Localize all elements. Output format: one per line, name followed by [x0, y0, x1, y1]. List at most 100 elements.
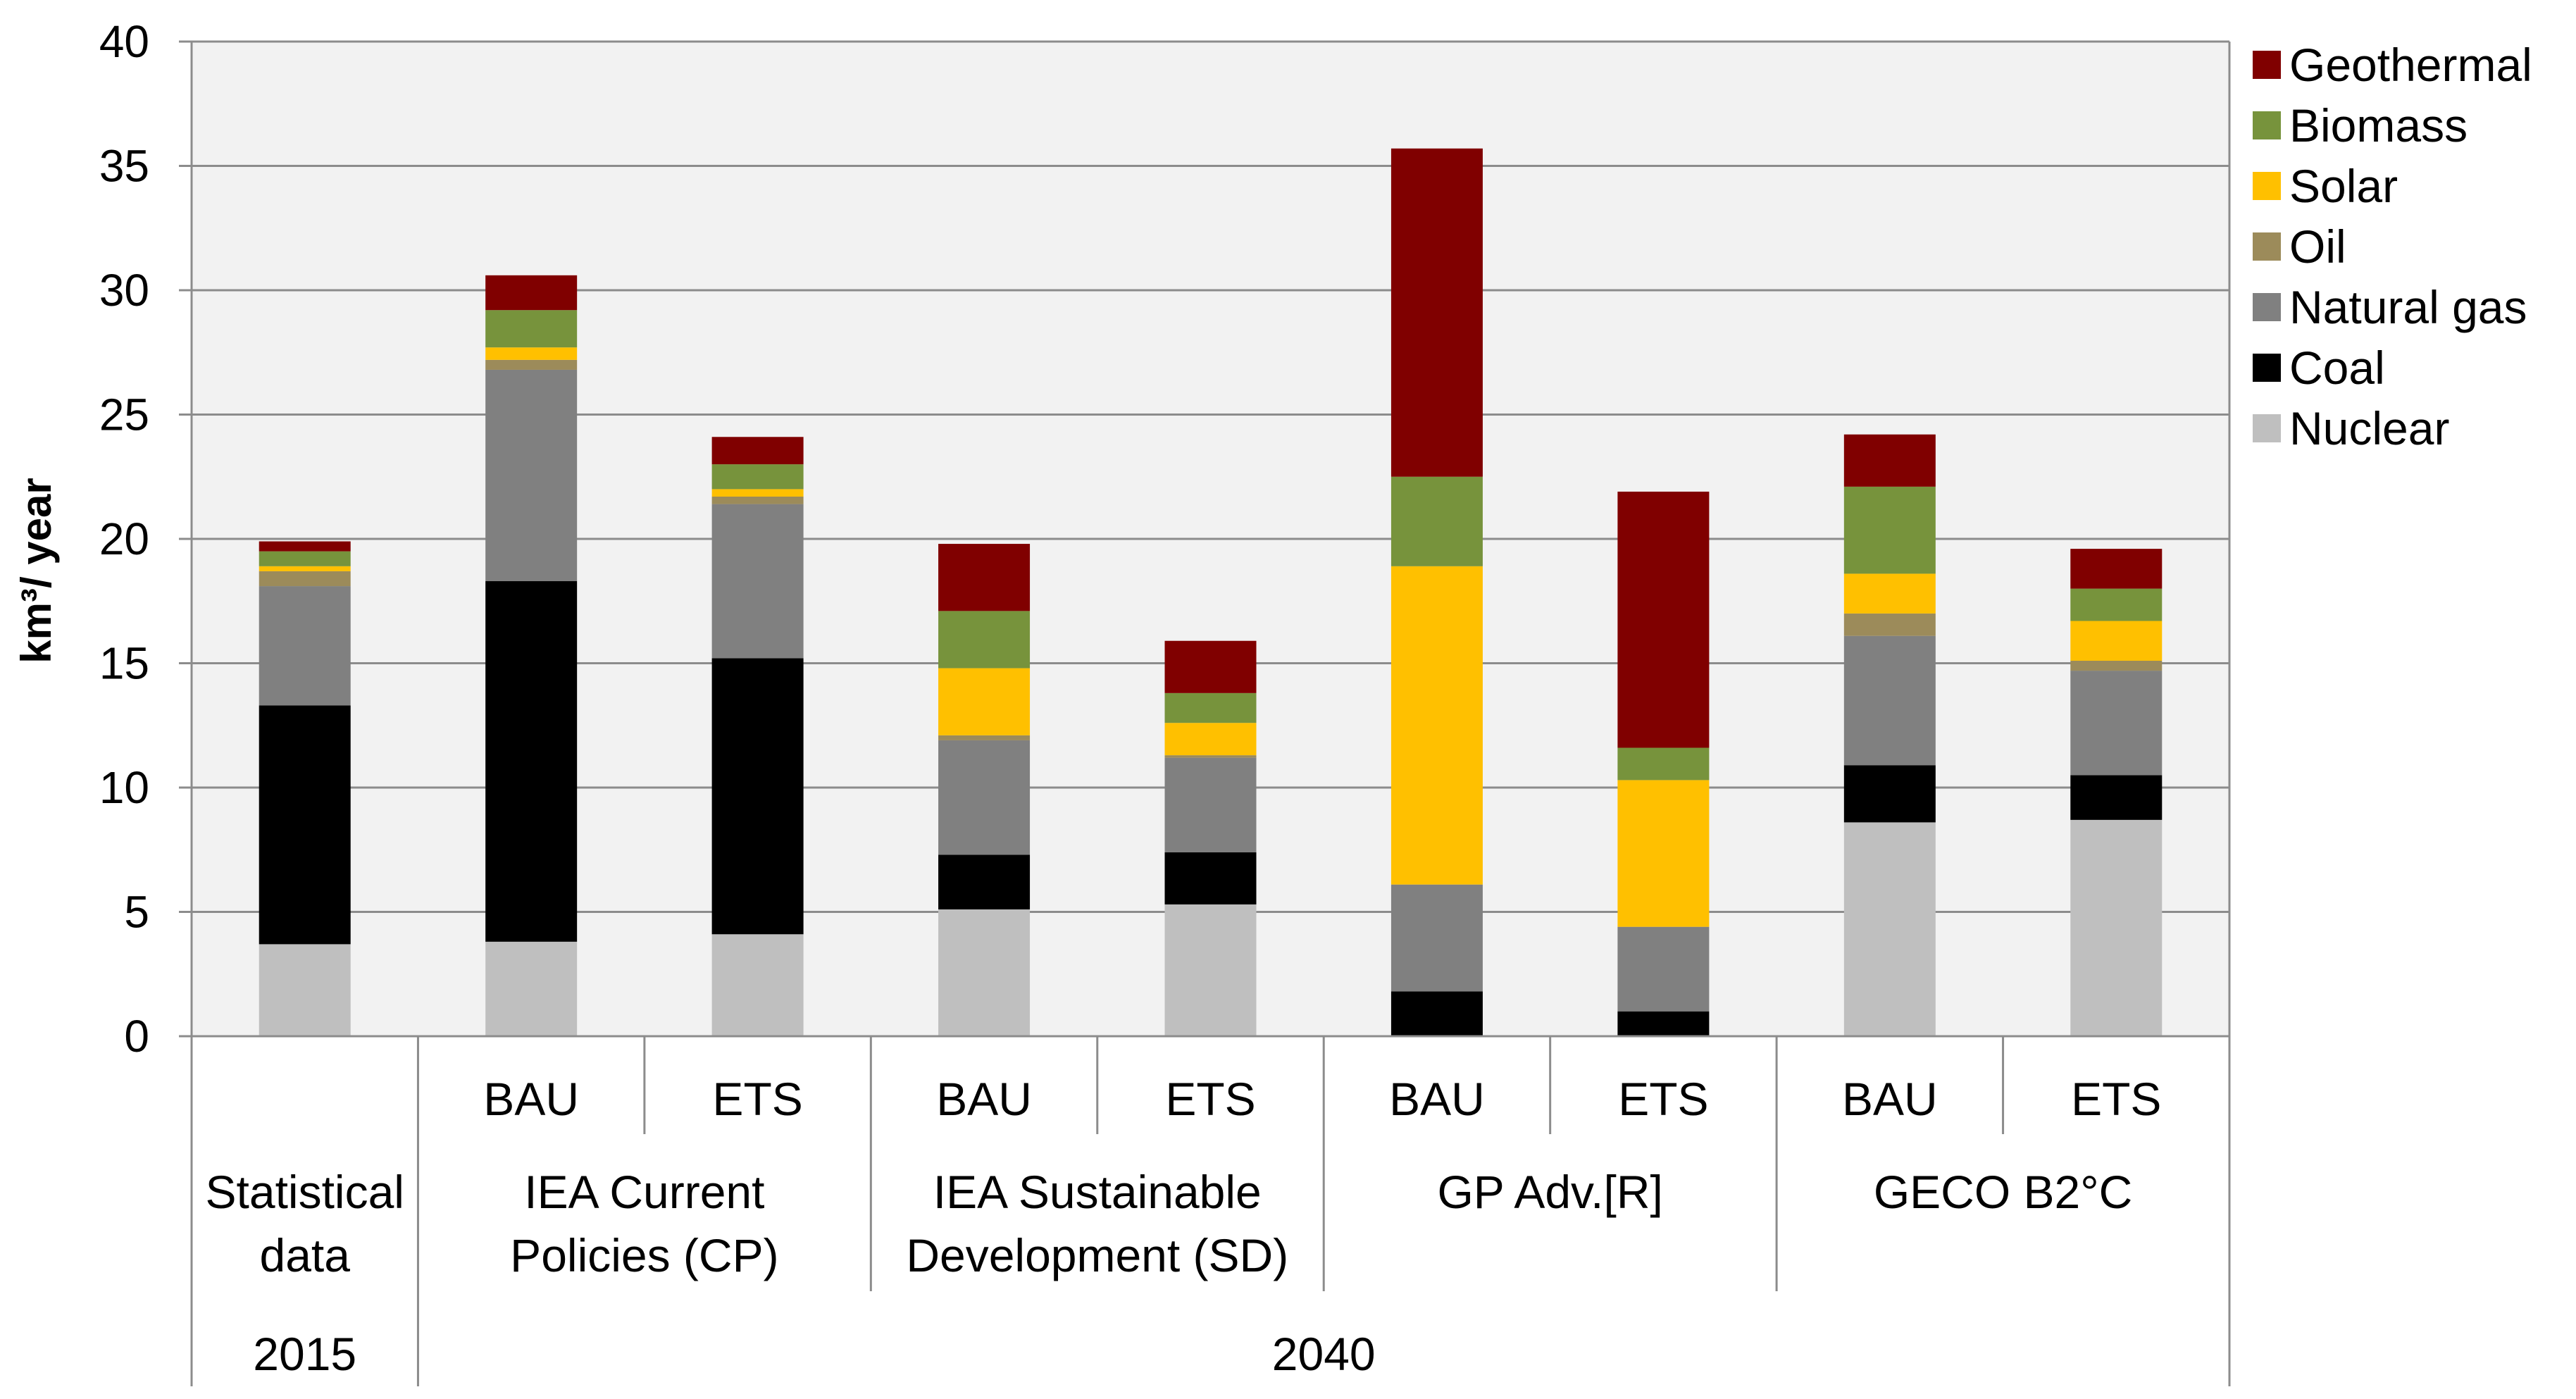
- bar-segment-oil: [1843, 613, 1936, 636]
- scenario-label: Development (SD): [906, 1229, 1288, 1281]
- bar-segment-geothermal: [938, 544, 1031, 611]
- bars: [259, 148, 2163, 1036]
- bar-segment-coal: [711, 658, 804, 935]
- legend-swatch: [2253, 293, 2281, 321]
- bar-segment-solar: [1390, 566, 1483, 885]
- y-tick-label: 35: [99, 141, 149, 192]
- bar-segment-biomass: [938, 611, 1031, 669]
- axes: [179, 40, 2231, 1386]
- bar-segment-biomass: [1617, 747, 1710, 781]
- bar-segment-biomass: [259, 551, 351, 566]
- scenario-label: IEA Sustainable: [933, 1166, 1262, 1218]
- bar-segment-natural-gas: [1164, 757, 1257, 852]
- bar-segment-oil: [485, 359, 578, 370]
- bar-segment-coal: [1843, 765, 1936, 823]
- case-label: ETS: [712, 1073, 802, 1125]
- legend-item-geothermal: Geothermal: [2253, 39, 2532, 91]
- bar-segment-natural-gas: [1843, 635, 1936, 766]
- legend-item-coal: Coal: [2253, 342, 2385, 394]
- bar-segment-biomass: [1843, 486, 1936, 574]
- bar-segment-solar: [938, 668, 1031, 735]
- y-tick-label: 20: [99, 514, 149, 564]
- bar-segment-nuclear: [711, 934, 804, 1036]
- bar-segment-oil: [1164, 755, 1257, 758]
- bar-segment-geothermal: [1390, 148, 1483, 477]
- bar-segment-oil: [2070, 660, 2163, 671]
- bar-segment-coal: [259, 705, 351, 945]
- bar-segment-coal: [1617, 1011, 1710, 1036]
- bar-segment-solar: [485, 347, 578, 360]
- scenario-label: IEA Current: [524, 1166, 764, 1218]
- bar-segment-biomass: [1164, 692, 1257, 723]
- legend-swatch: [2253, 111, 2281, 139]
- bar-segment-coal: [1390, 991, 1483, 1036]
- bar-segment-geothermal: [2070, 549, 2163, 589]
- bar-segment-solar: [1617, 780, 1710, 927]
- legend-item-biomass: Biomass: [2253, 99, 2468, 151]
- legend-label: Geothermal: [2289, 39, 2532, 91]
- y-axis-label: km³/ year: [13, 478, 60, 664]
- bar-segment-geothermal: [259, 541, 351, 552]
- case-label: BAU: [1842, 1073, 1938, 1125]
- bar-segment-natural-gas: [711, 504, 804, 659]
- legend-item-solar: Solar: [2253, 160, 2398, 212]
- legend-label: Nuclear: [2289, 402, 2449, 454]
- legend-label: Natural gas: [2289, 281, 2527, 333]
- legend-label: Biomass: [2289, 99, 2468, 151]
- case-label: ETS: [1165, 1073, 1255, 1125]
- legend: Geothermal Biomass Solar Oil Natural gas Coal…: [2253, 39, 2532, 454]
- bar-segment-natural-gas: [1617, 926, 1710, 1012]
- y-tick-label: 30: [99, 265, 149, 316]
- scenario-label: GP Adv.[R]: [1437, 1166, 1662, 1218]
- bar-segment-oil: [711, 496, 804, 504]
- bar-segment-geothermal: [711, 437, 804, 465]
- bar-segment-nuclear: [1843, 822, 1936, 1036]
- case-label: ETS: [2071, 1073, 2161, 1125]
- bar-segment-coal: [485, 581, 578, 942]
- legend-swatch: [2253, 354, 2281, 382]
- bar-segment-nuclear: [938, 909, 1031, 1036]
- bar-segment-coal: [1164, 852, 1257, 904]
- legend-label: Coal: [2289, 342, 2385, 394]
- y-tick-label: 5: [124, 887, 149, 938]
- scenario-label: Statistical: [206, 1166, 404, 1218]
- bar-segment-solar: [1843, 573, 1936, 614]
- bar-segment-nuclear: [485, 941, 578, 1036]
- legend-label: Oil: [2289, 220, 2346, 273]
- bar-segment-biomass: [711, 464, 804, 490]
- year-label: 2015: [253, 1328, 356, 1380]
- legend-swatch: [2253, 172, 2281, 200]
- case-label: BAU: [1389, 1073, 1485, 1125]
- scenario-label: data: [259, 1229, 350, 1281]
- x-axis-labels: BAU ETS BAU ETS BAU ETS BAU ETS Statistical data I…: [206, 1073, 2162, 1380]
- bar-segment-natural-gas: [259, 586, 351, 706]
- case-label: ETS: [1618, 1073, 1708, 1125]
- legend-label: Solar: [2289, 160, 2398, 212]
- bar-segment-geothermal: [1617, 491, 1710, 748]
- y-tick-labels: 0 5 10 15 20 25 30 35 40: [99, 16, 149, 1062]
- bar-segment-natural-gas: [485, 369, 578, 582]
- legend-item-nuclear: Nuclear: [2253, 402, 2449, 454]
- bar-segment-solar: [1164, 723, 1257, 756]
- bar-segment-coal: [2070, 775, 2163, 820]
- bar-segment-geothermal: [1843, 434, 1936, 487]
- bar-segment-natural-gas: [2070, 671, 2163, 776]
- bar-segment-natural-gas: [938, 740, 1031, 855]
- bar-segment-nuclear: [2070, 819, 2163, 1036]
- bar-segment-oil: [259, 571, 351, 587]
- case-label: BAU: [936, 1073, 1032, 1125]
- legend-swatch: [2253, 232, 2281, 261]
- bar-segment-coal: [938, 854, 1031, 909]
- bar-segment-nuclear: [259, 944, 351, 1036]
- bar-segment-solar: [259, 566, 351, 571]
- y-tick-label: 10: [99, 762, 149, 813]
- bar-segment-nuclear: [1164, 904, 1257, 1036]
- legend-swatch: [2253, 51, 2281, 79]
- legend-item-oil: Oil: [2253, 220, 2346, 273]
- scenario-label: Policies (CP): [510, 1229, 778, 1281]
- y-tick-label: 15: [99, 638, 149, 689]
- bar-segment-solar: [2070, 621, 2163, 661]
- y-tick-label: 40: [99, 16, 149, 67]
- case-label: BAU: [483, 1073, 579, 1125]
